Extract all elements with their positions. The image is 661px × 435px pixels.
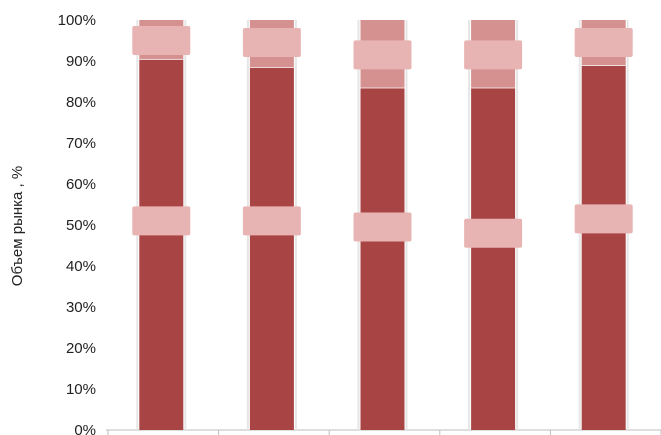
bar-segment: [581, 65, 626, 430]
bar-segment: [139, 58, 184, 430]
y-tick-label: 40%: [66, 258, 96, 275]
data-label-box: [574, 28, 633, 58]
y-tick-label: 0%: [74, 422, 96, 435]
data-label-box: [132, 26, 191, 55]
data-label-box: [132, 206, 191, 236]
data-label-box: [242, 206, 301, 236]
data-label-box: [464, 218, 523, 248]
y-tick-label: 70%: [66, 135, 96, 152]
x-axis-ticks: [107, 430, 661, 435]
bar-segment: [360, 87, 405, 431]
y-tick-label: 100%: [58, 12, 96, 29]
bar-segment: [471, 87, 516, 431]
y-tick-label: 80%: [66, 94, 96, 111]
data-label-box: [464, 40, 523, 70]
y-tick-label: 20%: [66, 340, 96, 357]
data-label-box: [353, 40, 412, 70]
y-tick-label: 60%: [66, 176, 96, 193]
bar-segment: [249, 67, 294, 431]
data-label-box: [353, 212, 412, 242]
y-tick-label: 10%: [66, 381, 96, 398]
data-label-box: [242, 28, 301, 58]
data-label-box: [574, 204, 633, 234]
y-tick-label: 30%: [66, 299, 96, 316]
y-tick-label: 90%: [66, 53, 96, 70]
data-label-boxes: [132, 26, 633, 248]
y-tick-label: 50%: [66, 217, 96, 234]
y-axis-ticks: 0% 10% 20% 30% 40% 50% 60% 70% 80% 90% 100%: [58, 12, 96, 435]
y-axis-title: Объем рынка , %: [9, 166, 26, 286]
